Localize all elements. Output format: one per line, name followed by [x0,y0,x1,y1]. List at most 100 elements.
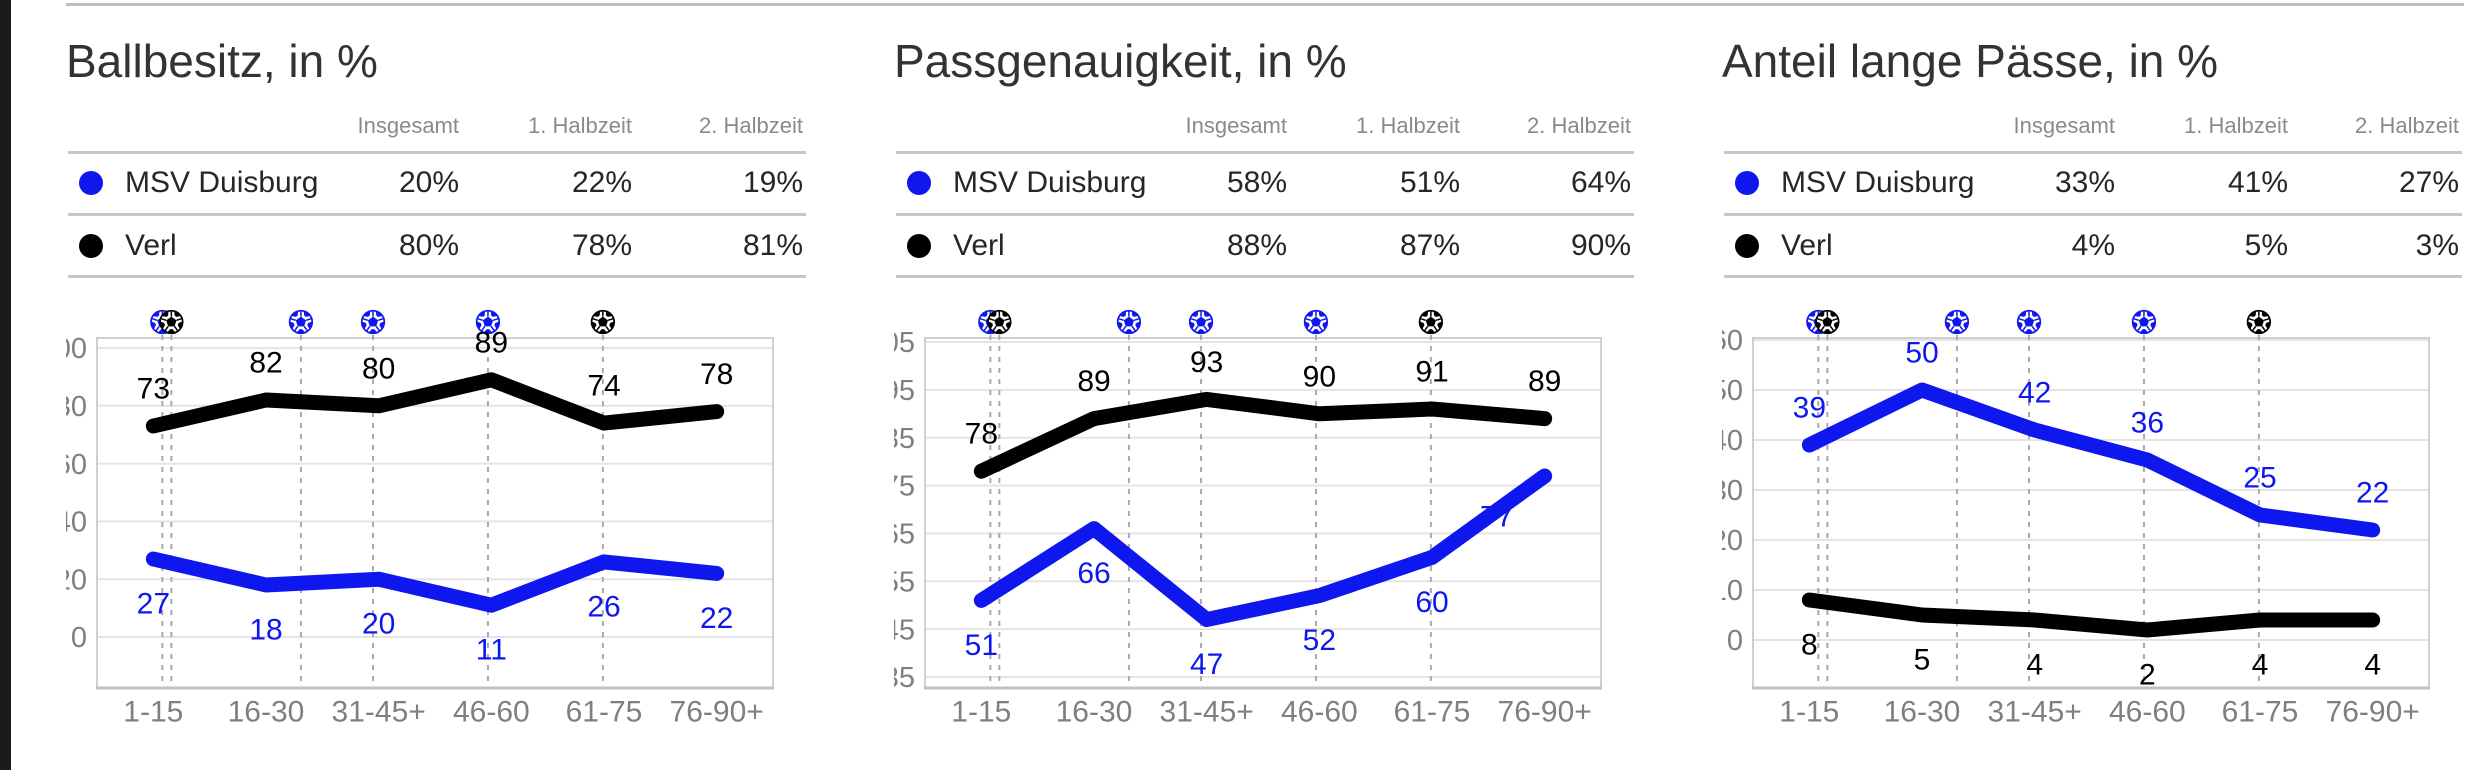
data-point-label: 89 [1077,365,1110,398]
data-point-label: 20 [362,608,395,641]
team-name-msv: MSV Duisburg [953,166,1147,199]
stat-value: 22% [571,166,632,199]
data-point-label: 11 [476,634,507,667]
x-axis-tick-label: 76-90+ [670,696,764,729]
table-rule [896,275,1634,278]
y-axis-tick-label: 20 [1722,525,1743,557]
y-axis-tick-label: 85 [894,423,915,455]
table-rule [68,213,806,216]
stat-value: 51% [1399,166,1460,199]
y-axis-tick-label: 60 [66,449,87,481]
data-point-label: 27 [137,587,170,620]
column-header-2-halbzeit: 2. Halbzeit [699,113,803,138]
stat-value: 78% [571,229,632,262]
y-axis-tick-label: 95 [894,375,915,407]
soccer-ball-icon [1418,309,1444,335]
y-axis-tick-label: 55 [894,566,915,598]
verl-dot-icon [907,234,931,258]
y-axis-tick-label: 40 [1722,425,1743,457]
x-axis-tick-label: 16-30 [1056,696,1133,729]
stat-value: 58% [1226,166,1287,199]
column-header-1-halbzeit: 1. Halbzeit [528,113,632,138]
data-point-label: 93 [1190,346,1223,379]
y-axis-tick-label: 65 [894,519,915,551]
data-point-label: 22 [700,602,733,635]
verl-dot-icon [79,234,103,258]
y-axis-tick-label: 40 [66,507,87,539]
soccer-ball-icon [987,309,1012,335]
column-header-insgesamt: Insgesamt [2013,113,2116,138]
y-axis-tick-label: 60 [1722,325,1743,357]
x-axis-tick-label: 1-15 [951,696,1011,729]
data-point-label: 4 [2252,649,2269,682]
x-axis-tick-label: 31-45+ [1160,696,1254,729]
data-point-label: 74 [587,370,620,403]
soccer-ball-icon [159,309,184,335]
soccer-ball-icon [475,309,501,335]
soccer-ball-icon [1116,309,1142,335]
stat-value: 80% [398,229,459,262]
data-point-label: 25 [2243,462,2276,495]
column-header-1-halbzeit: 1. Halbzeit [2184,113,2288,138]
stat-value: 90% [1570,229,1631,262]
soccer-ball-icon [590,309,616,335]
team-name-verl: Verl [125,229,177,262]
data-point-label: 66 [1077,557,1110,590]
pass-accuracy-line-chart: 35 45 55 65 75 85 95 105 1-15 16-30 31-45+ 46-60 61-… [894,309,1602,729]
long-passes-line-chart: 0 10 20 30 40 50 60 1-15 16-30 31-45+ 46-60 61-75 76… [1722,309,2430,729]
panel-lange-paesse: Anteil lange Pässe, in % Insgesamt 1. Ha… [1722,0,2462,770]
column-header-insgesamt: Insgesamt [1185,113,1288,138]
x-axis-tick-label: 31-45+ [1988,696,2082,729]
data-point-label: 42 [2018,377,2051,410]
x-axis-tick-label: 16-30 [228,696,305,729]
y-axis-tick-label: 0 [71,622,87,654]
data-point-label: 47 [1190,648,1223,681]
series-line-verl [1801,592,2381,638]
y-axis-tick-label: 35 [894,662,915,694]
data-point-label: 2 [2139,659,2156,692]
chart-title-lange-paesse: Anteil lange Pässe, in % [1722,35,2219,87]
soccer-ball-icon [1815,309,1840,335]
soccer-ball-icon [288,309,314,335]
left-edge-bar [0,0,11,770]
x-axis-tick-label: 76-90+ [1498,696,1592,729]
top-divider-line [66,3,2464,6]
data-point-label: 78 [965,418,998,451]
data-point-label: 5 [1914,644,1931,677]
stat-value: 4% [2071,229,2115,262]
x-axis-tick-label: 1-15 [1779,696,1839,729]
team-name-verl: Verl [1781,229,1833,262]
y-axis-tick-label: 50 [1722,375,1743,407]
y-axis-tick-label: 45 [894,614,915,646]
x-axis-tick-label: 1-15 [123,696,183,729]
y-axis-tick-label: 20 [66,564,87,596]
panel-passgenauigkeit: Passgenauigkeit, in % Insgesamt 1. Halbz… [894,0,1634,770]
verl-dot-icon [1735,234,1759,258]
data-point-label: 36 [2131,407,2164,440]
data-point-label: 39 [1793,392,1826,425]
data-point-label: 51 [965,629,998,662]
stat-value: 19% [742,166,803,199]
column-header-2-halbzeit: 2. Halbzeit [2355,113,2459,138]
x-axis-tick-label: 61-75 [2222,696,2299,729]
team-name-msv: MSV Duisburg [1781,166,1975,199]
series-line-verl [145,372,725,434]
data-point-label: 8 [1801,629,1818,662]
data-point-label: 22 [2356,477,2389,510]
team-name-verl: Verl [953,229,1005,262]
x-axis-tick-label: 46-60 [453,696,530,729]
stat-value: 5% [2244,229,2288,262]
soccer-ball-icon [2246,309,2272,335]
y-axis-tick-label: 75 [894,471,915,503]
x-axis-tick-label: 31-45+ [332,696,426,729]
data-point-label: 60 [1415,586,1448,619]
x-axis-tick-label: 46-60 [2109,696,2186,729]
data-point-label: 80 [362,352,395,385]
data-point-label: 91 [1415,355,1448,388]
table-rule [1724,151,2462,154]
x-axis-tick-label: 61-75 [1394,696,1471,729]
soccer-ball-icon [1944,309,1970,335]
x-axis-tick-label: 46-60 [1281,696,1358,729]
data-point-label: 4 [2364,649,2381,682]
